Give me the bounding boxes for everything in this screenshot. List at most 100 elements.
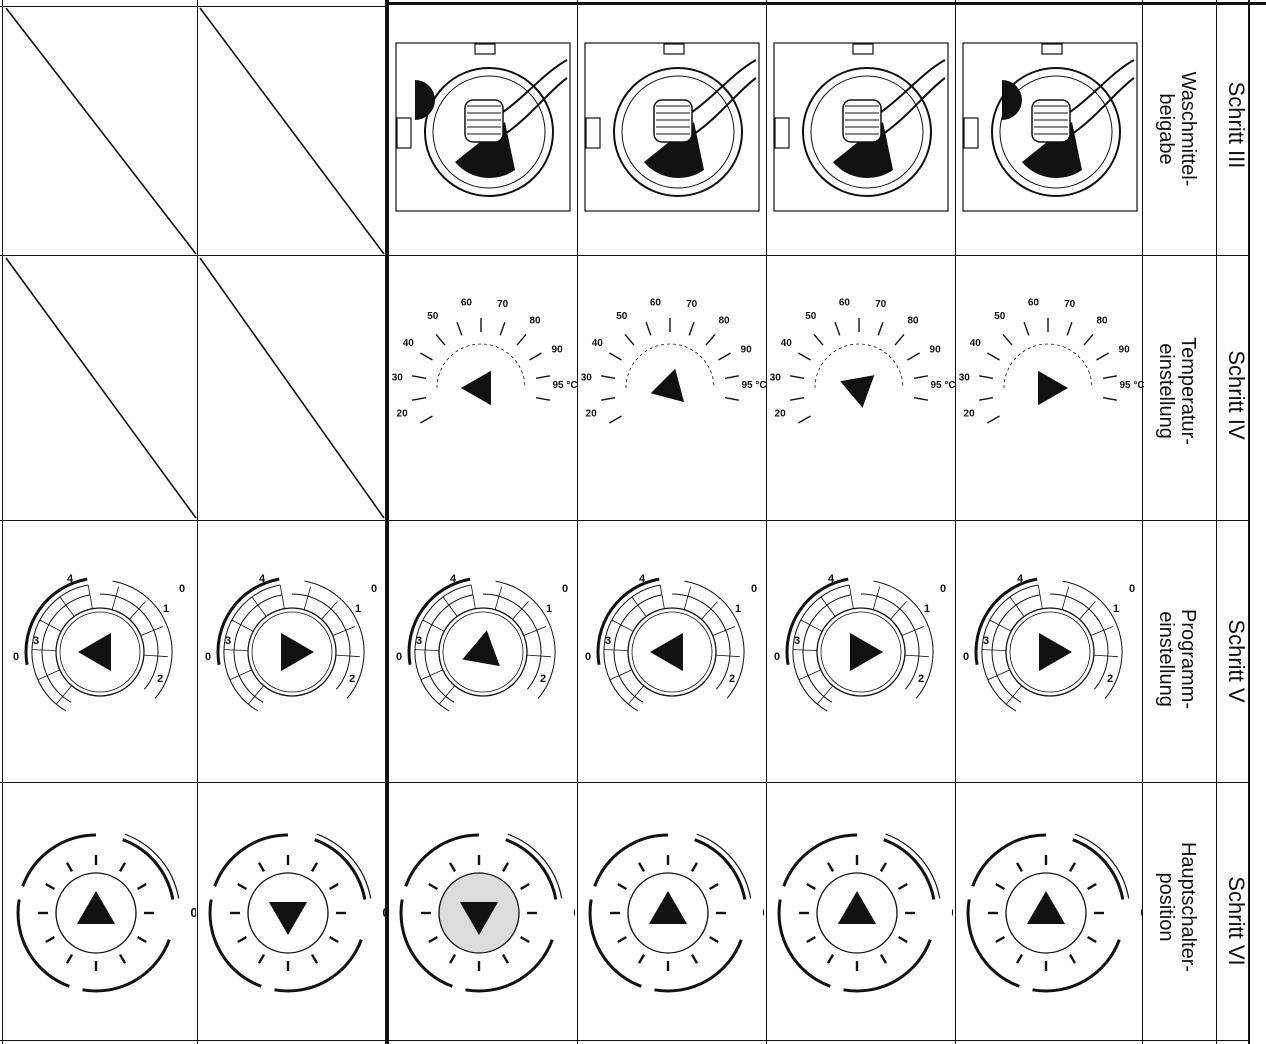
program-mark-label: 0 (396, 651, 402, 663)
column-divider-2 (766, 0, 767, 1044)
table-border-top-right (385, 2, 1266, 5)
program-mark-label: 0 (205, 651, 211, 663)
program-mark-label: 1 (735, 603, 741, 615)
temperature-scale-label: 90 (741, 345, 753, 356)
temperature-scale-label: 80 (1096, 316, 1108, 327)
program-mark-label: 1 (163, 603, 169, 615)
program-mark-label: 4 (67, 573, 74, 585)
program-mark-label: 3 (794, 635, 800, 647)
column-divider-1 (955, 0, 956, 1044)
temperature-scale-label: 40 (592, 338, 604, 349)
program-mark-label: 0 (963, 651, 969, 663)
temperature-scale-label: 60 (650, 297, 662, 308)
label-waschmittelbeigabe-line1: Waschmittel- (1177, 71, 1199, 187)
program-mark-label: 4 (450, 573, 457, 585)
temperature-scale-label: 80 (718, 316, 730, 327)
temperature-scale-label: 50 (427, 311, 439, 322)
label-temperatur-line1: Temperatur- (1177, 337, 1199, 445)
step-column-divider (1216, 0, 1217, 1044)
temperature-scale-label: 80 (529, 316, 541, 327)
temperature-scale-label: 20 (397, 409, 409, 420)
program-mark-label: 2 (729, 673, 735, 685)
temperature-scale-label: 90 (930, 345, 942, 356)
main-switch-zero-label: 0 (1140, 905, 1142, 920)
table-border-left (2, 0, 3, 1044)
main-switch-dial: 0 (16, 833, 196, 993)
label-hauptschalter-line1: Hauptschalter- (1177, 841, 1199, 973)
temperature-scale-label: 95 °C (1119, 380, 1144, 391)
main-switch-zero-label: 0 (190, 905, 196, 920)
temperature-scale-label: 70 (686, 299, 698, 310)
program-mark-label: 3 (33, 635, 39, 647)
thick-column-divider (385, 0, 389, 1044)
temperature-scale-label: 20 (964, 409, 976, 420)
program-mark-label: 4 (1017, 573, 1024, 585)
program-mark-label: 3 (416, 635, 422, 647)
temperature-scale-label: 30 (959, 373, 971, 384)
temperature-scale-label: 30 (392, 373, 404, 384)
program-mark-label: 3 (225, 635, 231, 647)
program-mark-label: 0 (13, 651, 19, 663)
empty-cells-diagonals (5, 7, 385, 519)
temperature-scale-label: 95 °C (741, 380, 766, 391)
label-temperatur-line2: einstellung (1155, 343, 1177, 439)
program-mark-label: 0 (774, 651, 780, 663)
label-hauptschalter-line2: position (1155, 872, 1177, 942)
row-divider-1 (0, 255, 1250, 256)
temperature-scale-label: 30 (770, 373, 782, 384)
temperature-scale-label: 50 (616, 311, 628, 322)
main-switch-dial: 0 (208, 833, 385, 993)
table-border-top-left (0, 6, 385, 7)
program-mark-label: 0 (562, 583, 568, 595)
program-mark-label: 4 (259, 573, 266, 585)
program-mark-label: 4 (639, 573, 646, 585)
program-mark-label: 4 (828, 573, 835, 585)
program-mark-label: 1 (355, 603, 361, 615)
main-switch-dial: 0 (777, 833, 953, 993)
column-divider-3 (577, 0, 578, 1044)
program-mark-label: 0 (940, 583, 946, 595)
temperature-dial: 20 30 40 50 60 70 80 90 95 °C (392, 297, 577, 424)
temperature-scale-label: 60 (1028, 297, 1040, 308)
label-programm-line2: einstellung (1155, 611, 1177, 707)
table-border-bottom (0, 1040, 1250, 1041)
row-divider-3 (0, 782, 1250, 783)
temperature-scale-label: 70 (1064, 299, 1076, 310)
temperature-scale-label: 95 °C (552, 380, 577, 391)
main-switch-zero-label: 0 (762, 905, 764, 920)
program-mark-label: 0 (585, 651, 591, 663)
label-waschmittelbeigabe-line2: beigabe (1155, 93, 1177, 165)
column-divider-5 (197, 0, 198, 1044)
step-header-6: Schritt VI (1224, 876, 1249, 966)
temperature-scale-label: 60 (839, 297, 851, 308)
main-switch-dial: 0 (966, 833, 1142, 993)
program-mark-label: 0 (751, 583, 757, 595)
temperature-dial: 20 30 40 50 60 70 80 90 95 °C (770, 297, 955, 424)
label-column-divider (1142, 0, 1143, 1044)
temperature-scale-label: 60 (461, 297, 473, 308)
program-mark-label: 2 (1107, 673, 1113, 685)
temperature-scale-label: 70 (497, 299, 509, 310)
temperature-scale-label: 40 (970, 338, 982, 349)
temperature-scale-label: 80 (907, 316, 919, 327)
row-divider-2 (0, 520, 1250, 521)
temperature-scale-label: 90 (552, 345, 564, 356)
program-mark-label: 2 (349, 673, 355, 685)
main-switch-dial: 0 (399, 833, 575, 993)
program-mark-label: 2 (540, 673, 546, 685)
program-mark-label: 3 (605, 635, 611, 647)
temperature-dial: 20 30 40 50 60 70 80 90 95 °C (581, 297, 766, 424)
main-switch-zero-label: 0 (951, 905, 953, 920)
temperature-scale-label: 20 (775, 409, 787, 420)
detergent-drawer-image (584, 42, 760, 212)
program-mark-label: 0 (1129, 583, 1135, 595)
temperature-scale-label: 50 (994, 311, 1006, 322)
program-mark-label: 1 (546, 603, 552, 615)
main-switch-zero-label: 0 (382, 905, 385, 920)
